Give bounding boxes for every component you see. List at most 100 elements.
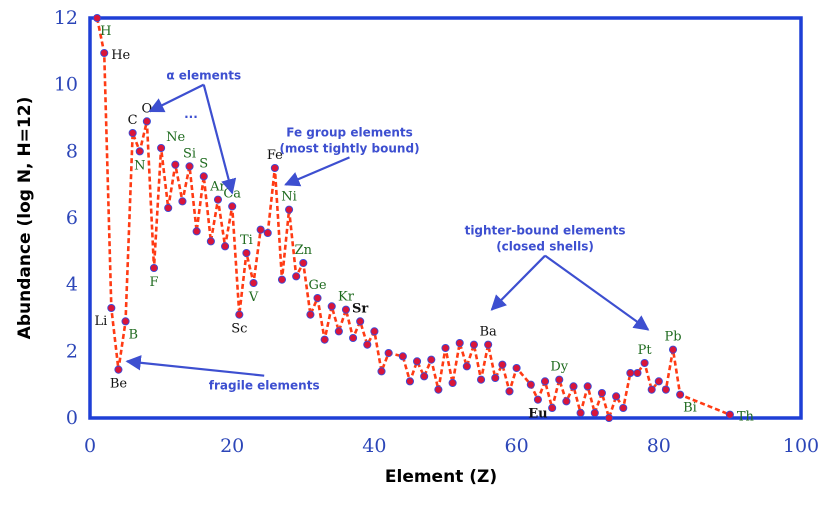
data-point (313, 293, 322, 303)
data-point (427, 355, 436, 364)
element-label: Ni (281, 190, 297, 205)
data-point (249, 278, 258, 288)
data-point (512, 363, 521, 373)
element-label: O (142, 101, 153, 116)
data-point (213, 195, 223, 204)
data-point (149, 263, 159, 273)
data-point (128, 128, 137, 138)
annotations: α elements... Fe group elements (most tigh… (125, 69, 650, 393)
element-label: Li (95, 314, 108, 329)
element-label: Th (737, 410, 755, 425)
data-point (384, 348, 393, 358)
element-label: Pb (664, 330, 681, 345)
data-point (562, 397, 571, 406)
data-point (206, 237, 215, 246)
element-label: Pt (638, 343, 653, 358)
data-point (469, 340, 478, 349)
data-point (661, 385, 670, 394)
data-point (135, 147, 144, 156)
annotation-arrow (148, 83, 205, 113)
data-point (221, 242, 230, 251)
data-point (640, 358, 649, 368)
element-label: S (199, 156, 208, 171)
data-point (107, 303, 116, 313)
data-point (448, 378, 457, 388)
data-point (185, 162, 194, 171)
data-point (619, 403, 628, 413)
element-label: Si (183, 146, 196, 161)
element-labels: HHeLiBeBCNOFNeSiSArCaScTiVFeNiZnGeKrSrBa… (95, 24, 755, 425)
data-point (405, 377, 415, 386)
data-point (462, 362, 471, 371)
element-label: Zn (295, 243, 313, 258)
data-point (668, 345, 678, 354)
element-label: Ti (240, 233, 253, 248)
data-point (114, 365, 123, 374)
data-point (100, 48, 109, 58)
data-point (676, 390, 685, 399)
data-point (263, 228, 272, 238)
annotation-arrow (125, 355, 265, 377)
plot-area (88, 16, 803, 420)
data-point (597, 388, 606, 398)
element-label: Be (110, 377, 128, 392)
data-point (277, 275, 287, 284)
annotation-text: ... (184, 107, 198, 121)
element-label: C (128, 113, 138, 128)
y-tick-label: 2 (66, 340, 78, 362)
element-label: H (100, 24, 111, 39)
data-point (306, 310, 315, 319)
data-point (654, 377, 663, 386)
element-label: Bi (683, 401, 697, 416)
y-tick-label: 8 (66, 140, 78, 162)
data-point (356, 317, 365, 326)
element-label: N (134, 158, 145, 173)
x-tick-label: 80 (647, 435, 671, 457)
annotation-text: (most tightly bound) (279, 141, 419, 155)
data-point (270, 163, 279, 173)
data-point (93, 13, 102, 23)
data-point (377, 367, 386, 376)
data-point (540, 377, 550, 386)
data-point (491, 373, 500, 383)
x-tick-label: 100 (783, 435, 819, 457)
x-tick-label: 60 (505, 435, 529, 457)
element-label: Sr (352, 301, 368, 316)
element-label: Ba (480, 325, 498, 340)
data-point (242, 248, 251, 258)
x-tick-label: 0 (84, 435, 96, 457)
data-point (498, 360, 507, 369)
abundance-line (95, 17, 731, 420)
element-label: Fe (267, 148, 283, 163)
annotation-text: fragile elements (209, 379, 320, 393)
plot-frame (88, 16, 803, 420)
data-point (548, 403, 557, 413)
data-point (235, 310, 244, 319)
data-point (327, 302, 336, 311)
data-point (199, 172, 208, 181)
data-point (164, 203, 173, 213)
element-label: B (129, 327, 139, 342)
data-point (285, 205, 294, 214)
data-point (725, 410, 734, 419)
data-point (228, 202, 237, 211)
element-label: Kr (338, 290, 355, 305)
data-point (476, 375, 486, 384)
data-point (612, 392, 621, 401)
annotation-text: (closed shells) (496, 240, 594, 254)
data-point (178, 197, 187, 206)
y-axis-title: Abundance (log N, H=12) (15, 97, 35, 340)
data-point (626, 368, 635, 378)
data-point (334, 327, 343, 336)
data-point (434, 385, 443, 394)
data-point (370, 327, 379, 336)
y-tick-label: 0 (66, 407, 78, 429)
element-label: Ne (166, 130, 185, 145)
data-point (455, 338, 464, 348)
data-point (349, 333, 358, 343)
data-point (256, 225, 265, 234)
data-point (320, 335, 329, 344)
data-point (533, 395, 542, 404)
x-axis-title: Element (Z) (385, 467, 497, 487)
